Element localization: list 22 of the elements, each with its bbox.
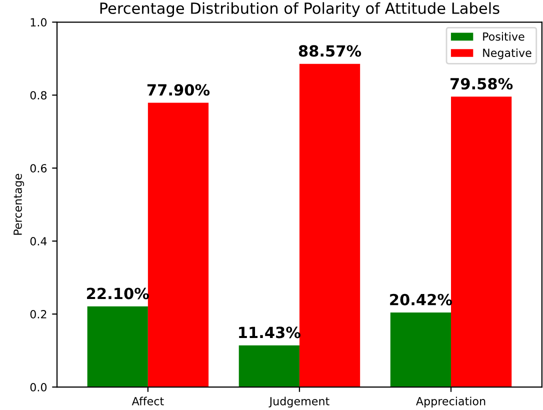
y-tick-label: 0.8	[30, 91, 47, 100]
x-tick-label: Judgement	[268, 396, 330, 408]
y-tick-label: 0.6	[30, 164, 47, 172]
data-label: 77.90%	[147, 84, 210, 96]
legend-label: Positive	[483, 32, 524, 41]
bar	[390, 312, 451, 388]
bar	[148, 102, 209, 388]
bar	[299, 64, 360, 388]
data-label: 88.57%	[298, 45, 362, 57]
bar	[238, 345, 300, 388]
x-tick-label: Appreciation	[416, 396, 486, 408]
bar	[87, 306, 148, 388]
bar	[450, 96, 512, 388]
data-label: 79.58%	[450, 78, 513, 90]
y-tick-label: 0.4	[30, 237, 47, 246]
y-tick-label: 1.0	[30, 18, 47, 27]
y-axis-title: Percentage	[14, 174, 24, 235]
legend-label: Negative	[483, 48, 532, 60]
x-tick-label: Affect	[132, 396, 164, 406]
y-tick-label: 0.2	[30, 310, 46, 318]
y-tick-label: 0.0	[30, 383, 47, 392]
chart-title: Percentage Distribution of Polarity of Attitude Labels	[100, 2, 500, 17]
